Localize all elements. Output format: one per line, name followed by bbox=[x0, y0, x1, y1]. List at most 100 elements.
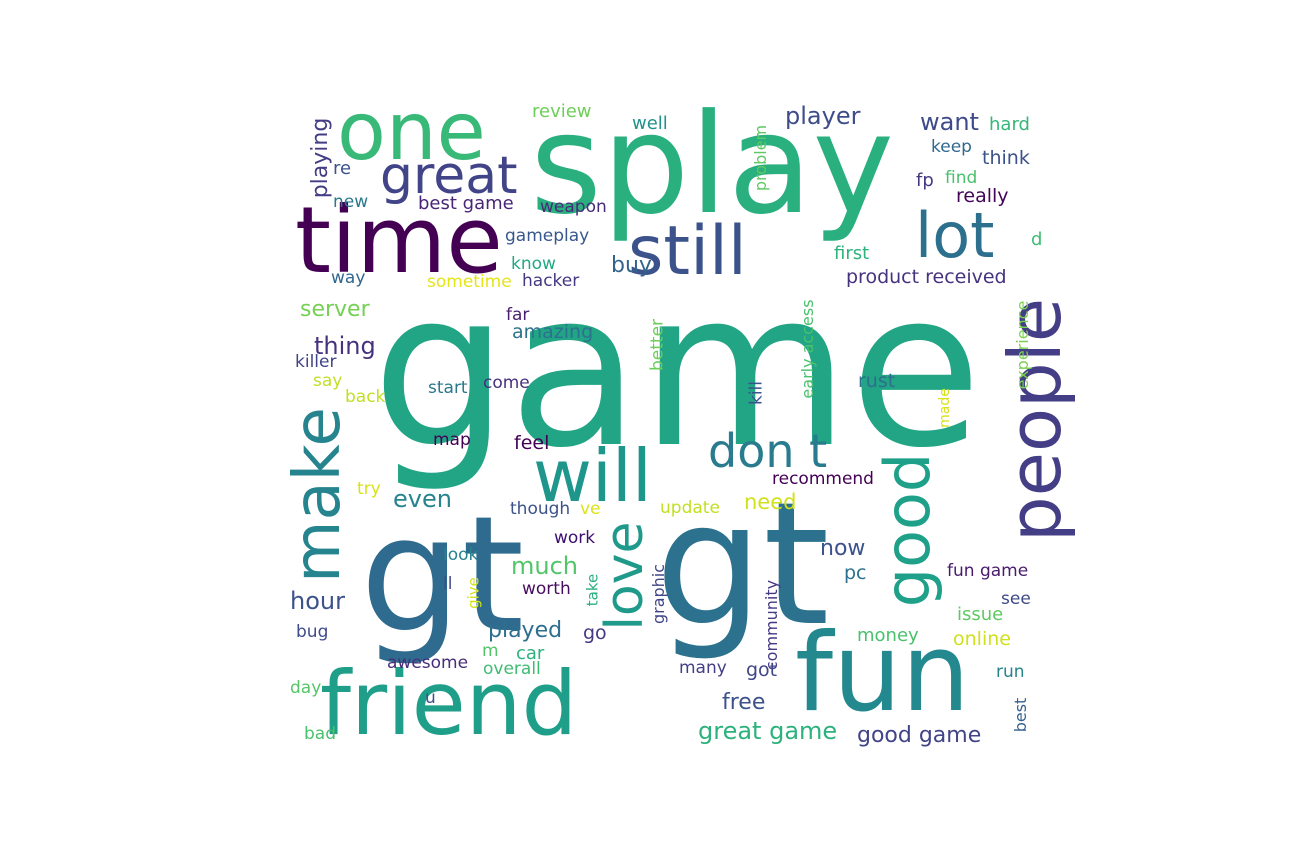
word-bug: bug bbox=[296, 622, 329, 642]
word-fun-game: fun game bbox=[947, 561, 1029, 581]
word-made: made bbox=[937, 388, 953, 428]
word-recommend: recommend bbox=[772, 469, 874, 489]
word-pc: pc bbox=[844, 562, 867, 584]
word-great: great bbox=[380, 146, 518, 206]
word-see: see bbox=[1001, 589, 1031, 609]
word-good: good bbox=[871, 452, 944, 608]
word-kill: kill bbox=[746, 380, 767, 406]
word-hacker: hacker bbox=[522, 271, 580, 291]
word-time: time bbox=[295, 187, 503, 294]
word-game: game bbox=[372, 244, 982, 495]
word-even: even bbox=[393, 485, 452, 513]
word-hard: hard bbox=[989, 114, 1030, 135]
word-thing: thing bbox=[314, 332, 376, 360]
word-people: people bbox=[993, 297, 1077, 543]
word-though: though bbox=[510, 499, 571, 519]
word-got: got bbox=[746, 659, 778, 681]
word-d: d bbox=[1031, 229, 1043, 250]
word-community: community bbox=[762, 579, 781, 671]
word-want: want bbox=[920, 108, 979, 136]
word-best-game: best game bbox=[418, 193, 514, 214]
word-bad: bad bbox=[304, 724, 336, 744]
word-far: far bbox=[506, 305, 530, 325]
word-try: try bbox=[357, 479, 381, 499]
word-day: day bbox=[290, 678, 322, 698]
word-work: work bbox=[554, 528, 596, 548]
word-way: way bbox=[331, 268, 366, 288]
word-better: better bbox=[647, 318, 668, 372]
word-don-t: don t bbox=[708, 424, 828, 478]
word-lot: lot bbox=[915, 199, 995, 272]
word-now: now bbox=[820, 536, 866, 561]
word-keep: keep bbox=[931, 137, 972, 157]
word-overall: overall bbox=[483, 659, 541, 679]
word-one: one bbox=[337, 85, 486, 178]
word-still: still bbox=[628, 212, 747, 291]
word-hour: hour bbox=[290, 587, 345, 615]
word-go: go bbox=[583, 622, 607, 644]
word-gt: gt bbox=[360, 481, 525, 668]
word-buy: buy bbox=[611, 253, 652, 278]
word-splay: splay bbox=[530, 84, 895, 245]
word-server: server bbox=[300, 297, 370, 322]
word-need: need bbox=[744, 490, 797, 514]
word-fun: fun bbox=[795, 611, 970, 736]
word-love: love bbox=[595, 521, 655, 631]
word-friend: friend bbox=[320, 652, 578, 755]
word-awesome: awesome bbox=[387, 653, 469, 673]
word-u: u bbox=[425, 688, 436, 708]
word-great-game: great game bbox=[698, 717, 838, 745]
word-free: free bbox=[722, 690, 766, 715]
word-weapon: weapon bbox=[540, 197, 607, 217]
word-really: really bbox=[956, 185, 1009, 207]
word-ve: ve bbox=[580, 499, 601, 519]
word-rust: rust bbox=[858, 370, 896, 392]
word-good-game: good game bbox=[857, 723, 982, 748]
word-first: first bbox=[834, 243, 870, 264]
word-worth: worth bbox=[522, 579, 571, 599]
word-much: much bbox=[511, 552, 578, 580]
word-well: well bbox=[632, 113, 668, 134]
word-think: think bbox=[982, 147, 1030, 169]
word-make: make bbox=[281, 407, 355, 583]
word-give: give bbox=[464, 577, 483, 609]
word-say: say bbox=[313, 371, 343, 391]
word-know: know bbox=[511, 254, 556, 274]
word-played: played bbox=[488, 618, 563, 643]
word-run: run bbox=[996, 662, 1025, 682]
word-feel: feel bbox=[514, 432, 550, 454]
word-look: look bbox=[443, 545, 479, 565]
word-player: player bbox=[785, 102, 861, 130]
word-re: re bbox=[333, 158, 352, 179]
word-experience: experience bbox=[1013, 300, 1032, 390]
word-take: take bbox=[583, 573, 602, 607]
word-many: many bbox=[679, 658, 727, 678]
word-car: car bbox=[516, 643, 545, 664]
word-sometime: sometime bbox=[427, 272, 512, 292]
word-come: come bbox=[483, 373, 530, 393]
word-start: start bbox=[428, 378, 468, 398]
word-playing: playing bbox=[308, 117, 333, 199]
word-update: update bbox=[660, 498, 720, 518]
word-early-access: early access bbox=[798, 299, 817, 399]
word-gameplay: gameplay bbox=[505, 226, 590, 246]
word-problem: problem bbox=[751, 124, 770, 192]
word-new: new bbox=[333, 192, 369, 212]
word-best: best bbox=[1011, 697, 1030, 733]
word-fp: fp bbox=[916, 170, 934, 191]
word-online: online bbox=[953, 628, 1011, 650]
word-find: find bbox=[945, 168, 978, 188]
word-amazing: amazing bbox=[512, 321, 594, 343]
word-issue: issue bbox=[957, 604, 1004, 625]
word-killer: killer bbox=[295, 352, 337, 372]
word-money: money bbox=[857, 625, 919, 646]
word-map: map bbox=[433, 430, 471, 450]
word-back: back bbox=[345, 387, 386, 407]
word-review: review bbox=[532, 101, 592, 122]
word-m: m bbox=[482, 641, 499, 661]
word-ll: ll bbox=[443, 574, 453, 594]
word-product-received: product received bbox=[846, 266, 1007, 288]
word-gt-2: gt bbox=[655, 466, 830, 664]
word-graphic: graphic bbox=[649, 563, 668, 625]
